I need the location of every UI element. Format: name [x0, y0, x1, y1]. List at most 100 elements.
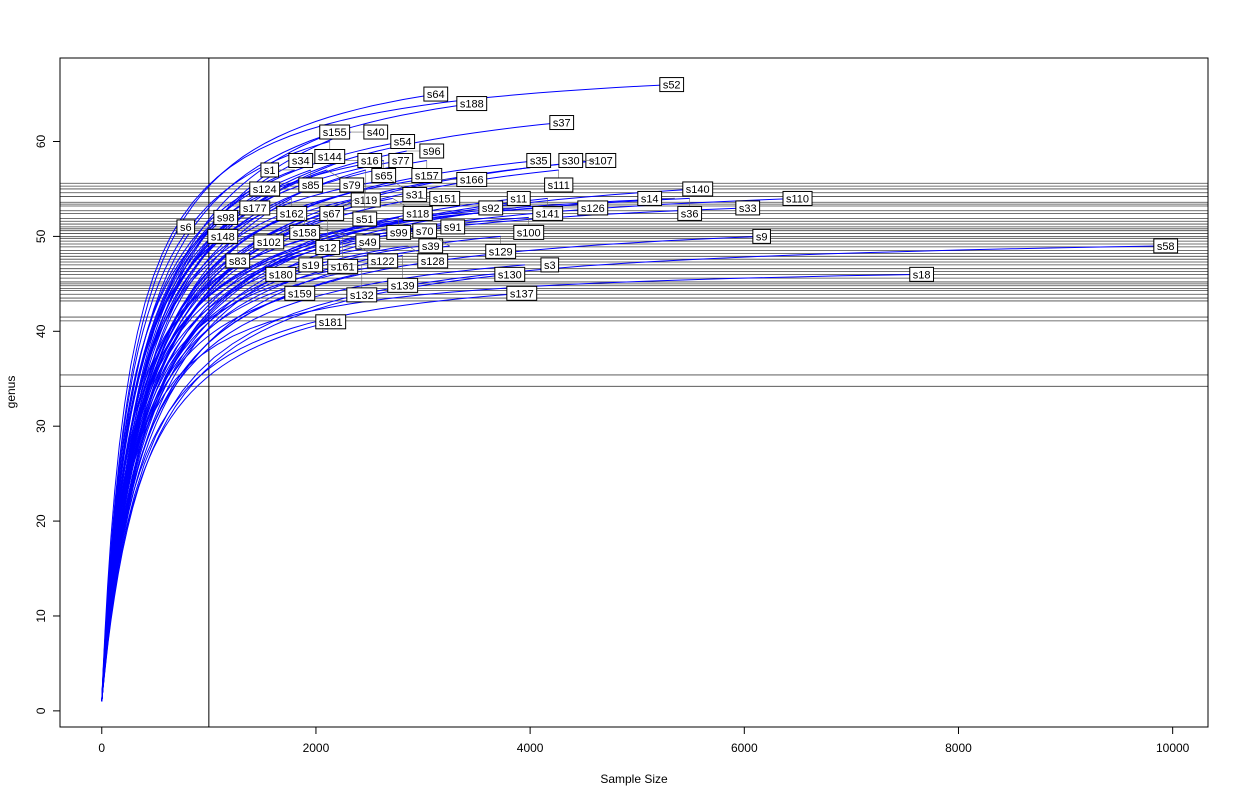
label-box: [315, 314, 347, 330]
label-box: [494, 266, 526, 282]
label-text: s49: [359, 237, 377, 249]
label-text: s16: [361, 155, 379, 167]
label-text: s65: [375, 170, 393, 182]
label-text: s98: [217, 212, 235, 224]
label-s148: s148: [207, 228, 239, 244]
label-s130: s130: [494, 266, 526, 282]
label-s139: s139: [387, 255, 419, 293]
label-box: [371, 167, 397, 183]
curve-s181: [101, 321, 331, 702]
label-s159: s159: [284, 285, 316, 301]
label-box: [390, 134, 416, 150]
label-text: s140: [686, 184, 710, 196]
label-s37: s37: [549, 115, 575, 131]
label-s98: s98: [213, 209, 251, 225]
label-s70: s70: [412, 223, 450, 247]
label-box: [423, 86, 449, 102]
label-s151: s151: [419, 190, 461, 206]
label-text: s9: [756, 231, 768, 243]
label-box: [355, 234, 381, 250]
label-text: s14: [641, 193, 659, 205]
label-text: s39: [422, 241, 440, 253]
label-box: [357, 152, 383, 168]
label-box: [253, 234, 285, 250]
label-text: s151: [433, 193, 457, 205]
label-text: s33: [739, 203, 757, 215]
label-s3: s3: [524, 257, 560, 273]
label-s9: s9: [752, 228, 771, 244]
label-text: s77: [392, 155, 410, 167]
label-text: s12: [319, 242, 337, 254]
y-tick-label: 30: [34, 419, 48, 433]
x-tick-label: 8000: [945, 741, 972, 755]
x-tick-label: 4000: [517, 741, 544, 755]
label-s58: s58: [1153, 238, 1179, 254]
y-tick-label: 10: [34, 609, 48, 623]
label-text: s11: [510, 193, 527, 205]
label-s166: s166: [421, 171, 488, 187]
label-box: [319, 205, 345, 221]
label-box: [478, 200, 504, 216]
label-box: [485, 243, 517, 259]
label-box: [456, 96, 488, 112]
label-box: [909, 266, 935, 282]
label-box: [411, 167, 443, 183]
label-s158: s158: [289, 217, 321, 240]
axes: 0 2000 4000 6000 8000 10000 0 10 20 30 40 50 60: [34, 135, 1190, 755]
label-text: s31: [406, 189, 424, 201]
label-box: [782, 190, 813, 206]
label-text: s67: [323, 208, 341, 220]
label-box: [682, 181, 714, 197]
label-text: s166: [460, 174, 484, 186]
curve-s132: [101, 264, 362, 702]
label-text: s35: [530, 155, 548, 167]
label-box: [456, 171, 488, 187]
curve-s130: [101, 273, 510, 702]
label-text: s139: [391, 280, 415, 292]
label-box: [735, 200, 761, 216]
label-s100: s100: [513, 217, 545, 240]
label-text: s1: [264, 165, 276, 177]
label-s16: s16: [344, 152, 383, 168]
label-box: [532, 205, 564, 221]
label-text: s102: [257, 237, 281, 249]
label-s18: s18: [909, 266, 935, 282]
curve-s58: [101, 245, 1166, 702]
y-tick-label: 0: [34, 707, 48, 714]
label-s1: s1: [260, 162, 295, 178]
label-box: [176, 219, 196, 235]
label-s119: s119: [350, 169, 381, 208]
label-text: s70: [416, 226, 434, 238]
label-s155: s155: [319, 124, 351, 140]
plot-frame: [59, 57, 1209, 728]
label-s11: s11: [506, 190, 531, 206]
curve-s148: [101, 236, 224, 702]
label-box: [388, 152, 414, 168]
label-s65: s65: [371, 160, 397, 183]
label-s102: s102: [253, 226, 294, 250]
label-text: s96: [423, 146, 441, 158]
label-text: s30: [562, 155, 580, 167]
label-text: s130: [498, 269, 522, 281]
label-s126: s126: [542, 200, 609, 216]
label-s129: s129: [485, 236, 517, 259]
label-s6: s6: [176, 219, 211, 235]
curve-s139: [101, 254, 403, 702]
label-text: s155: [323, 127, 347, 139]
label-box: [367, 253, 399, 269]
label-s77: s77: [388, 152, 414, 168]
label-s79: s79: [326, 169, 365, 193]
label-s128: s128: [407, 245, 449, 269]
label-s30: s30: [558, 152, 596, 168]
label-s91: s91: [427, 219, 466, 235]
label-text: s58: [1157, 241, 1175, 253]
y-tick-label: 20: [34, 514, 48, 528]
label-s99: s99: [386, 217, 412, 240]
label-text: s161: [331, 261, 355, 273]
label-s51: s51: [352, 188, 378, 227]
label-box: [526, 152, 552, 168]
label-s14: s14: [637, 190, 675, 206]
label-text: s6: [180, 222, 192, 234]
label-box: [298, 177, 324, 193]
label-box: [412, 223, 438, 239]
